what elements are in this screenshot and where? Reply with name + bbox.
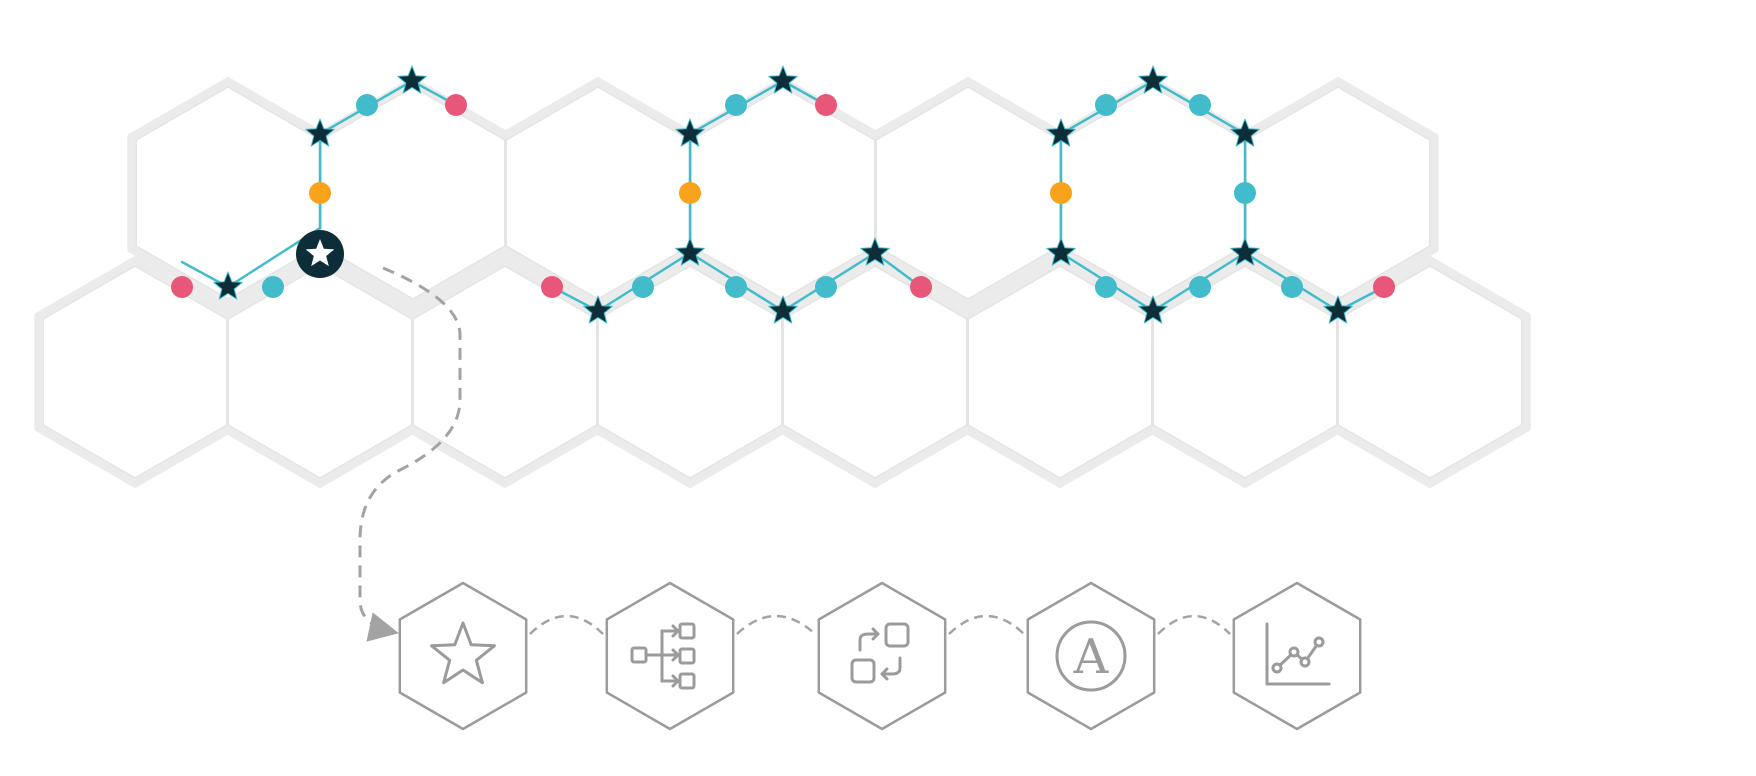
step-hexagon[interactable] <box>400 583 526 729</box>
cyan-atom-dot <box>1189 276 1211 298</box>
pink-atom-dot <box>541 276 563 298</box>
step-link <box>1158 616 1230 634</box>
step-link <box>737 616 815 634</box>
highlighted-star-node[interactable] <box>296 230 344 278</box>
orange-atom-dot <box>309 182 331 204</box>
cyan-atom-dot <box>1095 276 1117 298</box>
cyan-atom-dot <box>1234 182 1256 204</box>
cyan-atom-dot <box>356 94 378 116</box>
orange-atom-dot <box>1050 182 1072 204</box>
step-flowchart[interactable] <box>607 583 733 729</box>
step-link <box>530 616 603 634</box>
letter-glyph: A <box>1073 629 1110 685</box>
orange-atom-dot <box>679 182 701 204</box>
step-hexagon[interactable] <box>819 583 945 729</box>
cyan-atom-dot <box>815 276 837 298</box>
pink-atom-dot <box>910 276 932 298</box>
step-star[interactable] <box>400 583 526 729</box>
pink-atom-dot <box>171 276 193 298</box>
cyan-atom-dot <box>632 276 654 298</box>
pink-atom-dot <box>445 94 467 116</box>
cyan-atom-dot <box>1095 94 1117 116</box>
step-letter[interactable]: A <box>1028 583 1154 729</box>
step-line-chart[interactable] <box>1234 583 1360 729</box>
cyan-atom-dot <box>725 94 747 116</box>
cyan-atom-dot <box>1189 94 1211 116</box>
hexagon-grid <box>36 79 1528 486</box>
pink-atom-dot <box>815 94 837 116</box>
step-swap[interactable] <box>819 583 945 729</box>
cyan-atom-dot <box>262 276 284 298</box>
pink-atom-dot <box>1373 276 1395 298</box>
cyan-atom-dot <box>1281 276 1303 298</box>
workflow-steps: A <box>400 583 1360 729</box>
step-link <box>949 616 1024 634</box>
cyan-atom-dot <box>725 276 747 298</box>
